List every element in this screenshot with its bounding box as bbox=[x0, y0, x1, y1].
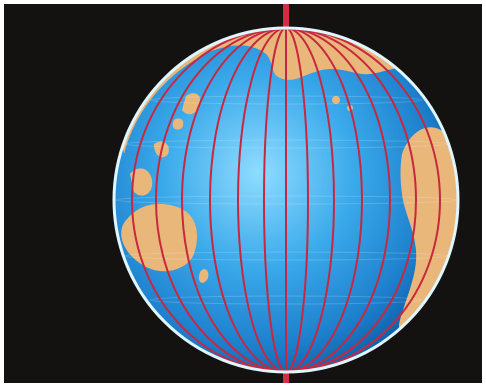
meridian-3 bbox=[209, 28, 363, 372]
globe-rim bbox=[112, 26, 460, 374]
polar-axis-bottom bbox=[283, 366, 289, 383]
southeast-asia bbox=[130, 141, 169, 196]
new-zealand bbox=[198, 269, 209, 283]
meridian-6 bbox=[131, 28, 441, 372]
meridians bbox=[131, 28, 441, 372]
pacific-island bbox=[332, 96, 340, 104]
meridian-4 bbox=[181, 28, 391, 372]
globe-svg bbox=[112, 4, 460, 383]
meridian-2 bbox=[237, 28, 335, 372]
polar-axis-top bbox=[283, 4, 289, 34]
meridian-1 bbox=[263, 28, 309, 372]
meridian-5 bbox=[155, 28, 417, 372]
island-chain bbox=[172, 93, 201, 130]
